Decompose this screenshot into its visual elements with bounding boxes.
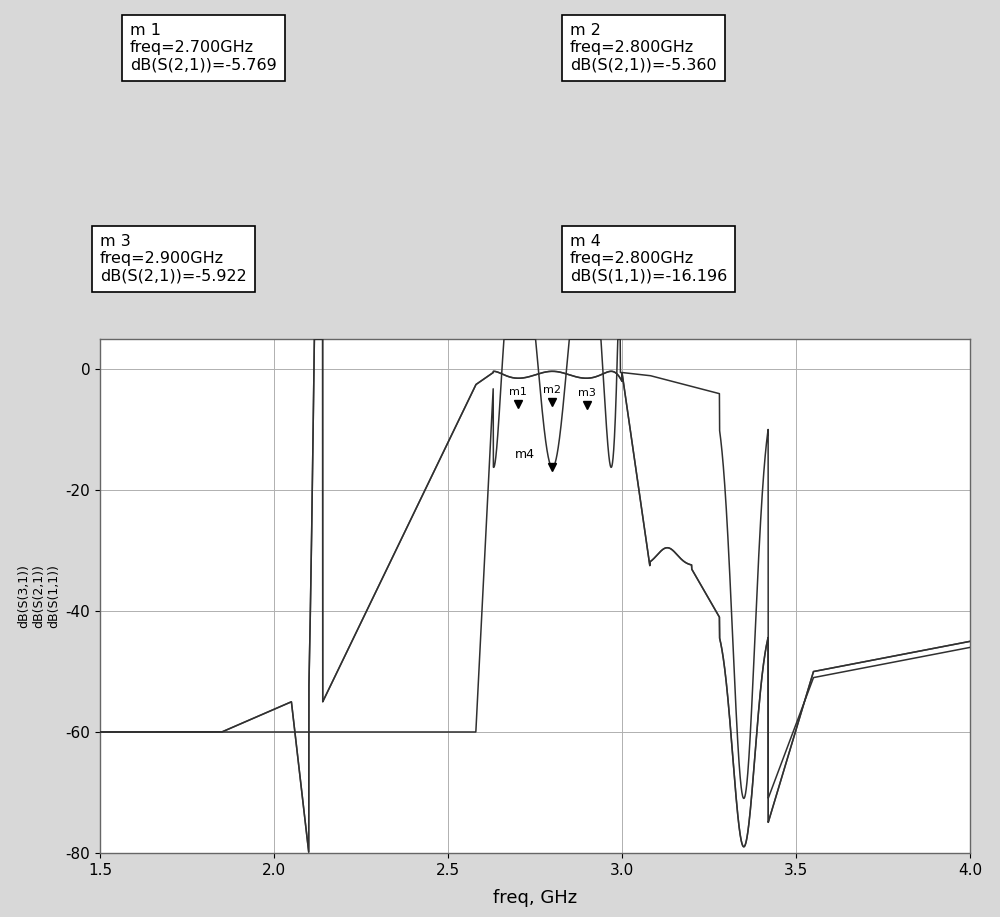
Text: m 1
freq=2.700GHz
dB(S(2,1))=-5.769: m 1 freq=2.700GHz dB(S(2,1))=-5.769 [130, 23, 277, 72]
Text: m 4
freq=2.800GHz
dB(S(1,1))=-16.196: m 4 freq=2.800GHz dB(S(1,1))=-16.196 [570, 234, 727, 283]
X-axis label: freq, GHz: freq, GHz [493, 889, 577, 907]
Text: m 2
freq=2.800GHz
dB(S(2,1))=-5.360: m 2 freq=2.800GHz dB(S(2,1))=-5.360 [570, 23, 717, 72]
Y-axis label: dB(S(3,1))
dB(S(2,1))
dB(S(1,1)): dB(S(3,1)) dB(S(2,1)) dB(S(1,1)) [17, 564, 60, 628]
Text: m2: m2 [543, 384, 561, 394]
Text: m1: m1 [509, 387, 527, 397]
Text: m4: m4 [515, 448, 535, 461]
Text: m 3
freq=2.900GHz
dB(S(2,1))=-5.922: m 3 freq=2.900GHz dB(S(2,1))=-5.922 [100, 234, 247, 283]
Text: m3: m3 [578, 388, 596, 398]
